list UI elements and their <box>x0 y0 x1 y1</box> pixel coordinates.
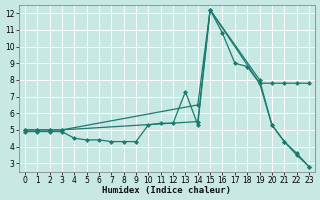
X-axis label: Humidex (Indice chaleur): Humidex (Indice chaleur) <box>102 186 231 195</box>
